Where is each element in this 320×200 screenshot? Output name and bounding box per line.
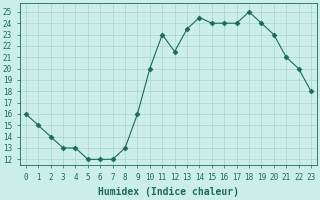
X-axis label: Humidex (Indice chaleur): Humidex (Indice chaleur) bbox=[98, 187, 239, 197]
